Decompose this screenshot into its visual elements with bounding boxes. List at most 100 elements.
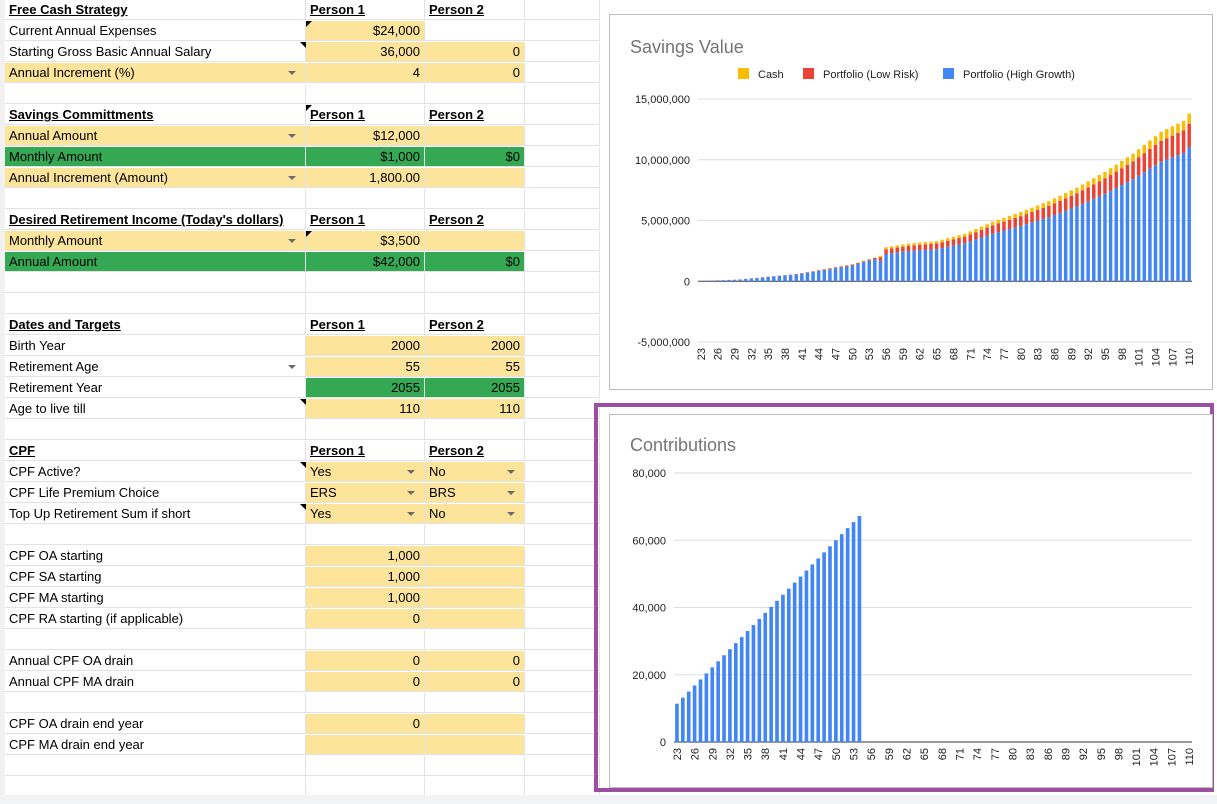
- dropdown-arrow-icon[interactable]: [288, 71, 296, 75]
- cell-a[interactable]: [5, 777, 306, 797]
- cell-b[interactable]: [306, 693, 425, 713]
- cell-a[interactable]: CPF MA drain end year: [5, 735, 306, 755]
- cell-c[interactable]: [425, 546, 525, 566]
- cell-a[interactable]: [5, 693, 306, 713]
- cell-c[interactable]: 0: [425, 672, 525, 692]
- comment-marker-icon[interactable]: [300, 399, 306, 405]
- cell-d[interactable]: [525, 357, 600, 377]
- cell-b[interactable]: Yes: [306, 504, 425, 524]
- cell-d[interactable]: [525, 84, 600, 104]
- cell-a[interactable]: [5, 525, 306, 545]
- cell-c[interactable]: Person 2: [425, 0, 525, 20]
- cell-b[interactable]: Person 1: [306, 210, 425, 230]
- cell-b[interactable]: [306, 294, 425, 314]
- cell-b[interactable]: 0: [306, 609, 425, 629]
- cell-b[interactable]: [306, 273, 425, 293]
- dropdown-arrow-icon[interactable]: [288, 365, 296, 369]
- cell-a[interactable]: Free Cash Strategy: [5, 0, 306, 20]
- cell-c[interactable]: [425, 525, 525, 545]
- dropdown-arrow-icon[interactable]: [507, 491, 515, 495]
- dropdown-arrow-icon[interactable]: [407, 470, 415, 474]
- comment-marker-icon[interactable]: [300, 504, 306, 510]
- cell-c[interactable]: [425, 609, 525, 629]
- dropdown-arrow-icon[interactable]: [288, 134, 296, 138]
- dropdown-arrow-icon[interactable]: [288, 176, 296, 180]
- cell-b[interactable]: Person 1: [306, 105, 425, 125]
- cell-c[interactable]: [425, 231, 525, 251]
- cell-c[interactable]: 0: [425, 651, 525, 671]
- cell-b[interactable]: Yes: [306, 462, 425, 482]
- cell-b[interactable]: [306, 756, 425, 776]
- cell-c[interactable]: [425, 189, 525, 209]
- cell-a[interactable]: Savings Committments: [5, 105, 306, 125]
- cell-a[interactable]: Top Up Retirement Sum if short: [5, 504, 306, 524]
- cell-d[interactable]: [525, 63, 600, 83]
- cell-c[interactable]: No: [425, 462, 525, 482]
- cell-d[interactable]: [525, 105, 600, 125]
- cell-b[interactable]: Person 1: [306, 315, 425, 335]
- cell-d[interactable]: [525, 777, 600, 797]
- cell-a[interactable]: CPF OA drain end year: [5, 714, 306, 734]
- cell-b[interactable]: $1,000: [306, 147, 425, 167]
- cell-c[interactable]: [425, 735, 525, 755]
- dropdown-arrow-icon[interactable]: [507, 512, 515, 516]
- cell-b[interactable]: 1,000: [306, 546, 425, 566]
- cell-d[interactable]: [525, 126, 600, 146]
- cell-c[interactable]: 110: [425, 399, 525, 419]
- cell-d[interactable]: [525, 525, 600, 545]
- cell-a[interactable]: CPF: [5, 441, 306, 461]
- cell-c[interactable]: [425, 567, 525, 587]
- cell-a[interactable]: CPF MA starting: [5, 588, 306, 608]
- cell-a[interactable]: [5, 273, 306, 293]
- cell-a[interactable]: Desired Retirement Income (Today's dolla…: [5, 210, 306, 230]
- savings-value-chart[interactable]: Savings Value Cash Portfolio (Low Risk) Por…: [609, 14, 1213, 390]
- comment-marker-icon[interactable]: [300, 42, 306, 48]
- cell-a[interactable]: Birth Year: [5, 336, 306, 356]
- cell-d[interactable]: [525, 588, 600, 608]
- cell-c[interactable]: 0: [425, 63, 525, 83]
- cell-c[interactable]: [425, 714, 525, 734]
- cell-a[interactable]: Monthly Amount: [5, 147, 306, 167]
- cell-b[interactable]: [306, 777, 425, 797]
- cell-b[interactable]: [306, 189, 425, 209]
- cell-a[interactable]: CPF Life Premium Choice: [5, 483, 306, 503]
- cell-a[interactable]: Retirement Year: [5, 378, 306, 398]
- cell-d[interactable]: [525, 441, 600, 461]
- cell-a[interactable]: [5, 630, 306, 650]
- cell-d[interactable]: [525, 609, 600, 629]
- contributions-chart[interactable]: Contributions 80,000 60,000 40,000 20,000 0 23…: [609, 414, 1213, 788]
- cell-d[interactable]: [525, 315, 600, 335]
- cell-d[interactable]: [525, 672, 600, 692]
- cell-b[interactable]: 1,000: [306, 567, 425, 587]
- cell-d[interactable]: [525, 336, 600, 356]
- dropdown-arrow-icon[interactable]: [288, 239, 296, 243]
- comment-marker-icon[interactable]: [300, 462, 306, 468]
- cell-d[interactable]: [525, 630, 600, 650]
- cell-c[interactable]: 2000: [425, 336, 525, 356]
- cell-b[interactable]: Person 1: [306, 0, 425, 20]
- cell-c[interactable]: [425, 168, 525, 188]
- cell-d[interactable]: [525, 21, 600, 41]
- cell-a[interactable]: Dates and Targets: [5, 315, 306, 335]
- cell-a[interactable]: Current Annual Expenses: [5, 21, 306, 41]
- cell-c[interactable]: [425, 84, 525, 104]
- cell-c[interactable]: $0: [425, 252, 525, 272]
- cell-d[interactable]: [525, 210, 600, 230]
- cell-b[interactable]: [306, 735, 425, 755]
- cell-d[interactable]: [525, 147, 600, 167]
- cell-b[interactable]: 36,000: [306, 42, 425, 62]
- cell-a[interactable]: Monthly Amount: [5, 231, 306, 251]
- cell-d[interactable]: [525, 693, 600, 713]
- cell-d[interactable]: [525, 42, 600, 62]
- cell-c[interactable]: [425, 588, 525, 608]
- dropdown-arrow-icon[interactable]: [407, 512, 415, 516]
- cell-b[interactable]: 0: [306, 672, 425, 692]
- cell-b[interactable]: [306, 525, 425, 545]
- cell-c[interactable]: Person 2: [425, 441, 525, 461]
- cell-a[interactable]: Annual Increment (%): [5, 63, 306, 83]
- cell-d[interactable]: [525, 756, 600, 776]
- cell-b[interactable]: [306, 630, 425, 650]
- cell-b[interactable]: 0: [306, 651, 425, 671]
- cell-c[interactable]: [425, 777, 525, 797]
- dropdown-arrow-icon[interactable]: [407, 491, 415, 495]
